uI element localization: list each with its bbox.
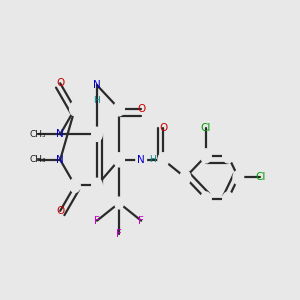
Text: H: H [150, 155, 156, 164]
Text: Cl: Cl [201, 123, 211, 134]
Circle shape [70, 178, 80, 192]
Circle shape [114, 102, 124, 116]
Circle shape [233, 170, 244, 184]
Text: Cl: Cl [255, 172, 266, 182]
Circle shape [223, 192, 233, 206]
Circle shape [201, 192, 211, 206]
Text: N: N [137, 155, 145, 165]
Circle shape [92, 127, 102, 141]
Circle shape [158, 153, 169, 167]
Text: CH₃: CH₃ [30, 130, 46, 139]
Text: N: N [56, 129, 64, 139]
Text: N: N [56, 155, 64, 165]
Text: N: N [93, 80, 101, 90]
Text: CH₃: CH₃ [30, 155, 46, 164]
Circle shape [115, 197, 124, 209]
Text: O: O [159, 123, 167, 134]
Text: O: O [56, 78, 64, 88]
Text: F: F [116, 230, 122, 239]
Circle shape [180, 170, 190, 184]
Circle shape [114, 153, 124, 167]
Circle shape [70, 102, 80, 116]
Circle shape [92, 178, 102, 192]
Circle shape [223, 149, 233, 163]
Text: F: F [94, 216, 100, 226]
Circle shape [136, 153, 146, 167]
Text: O: O [137, 104, 145, 114]
Text: H: H [94, 96, 100, 105]
Text: O: O [56, 206, 64, 216]
Circle shape [201, 149, 211, 163]
Text: F: F [138, 216, 144, 226]
